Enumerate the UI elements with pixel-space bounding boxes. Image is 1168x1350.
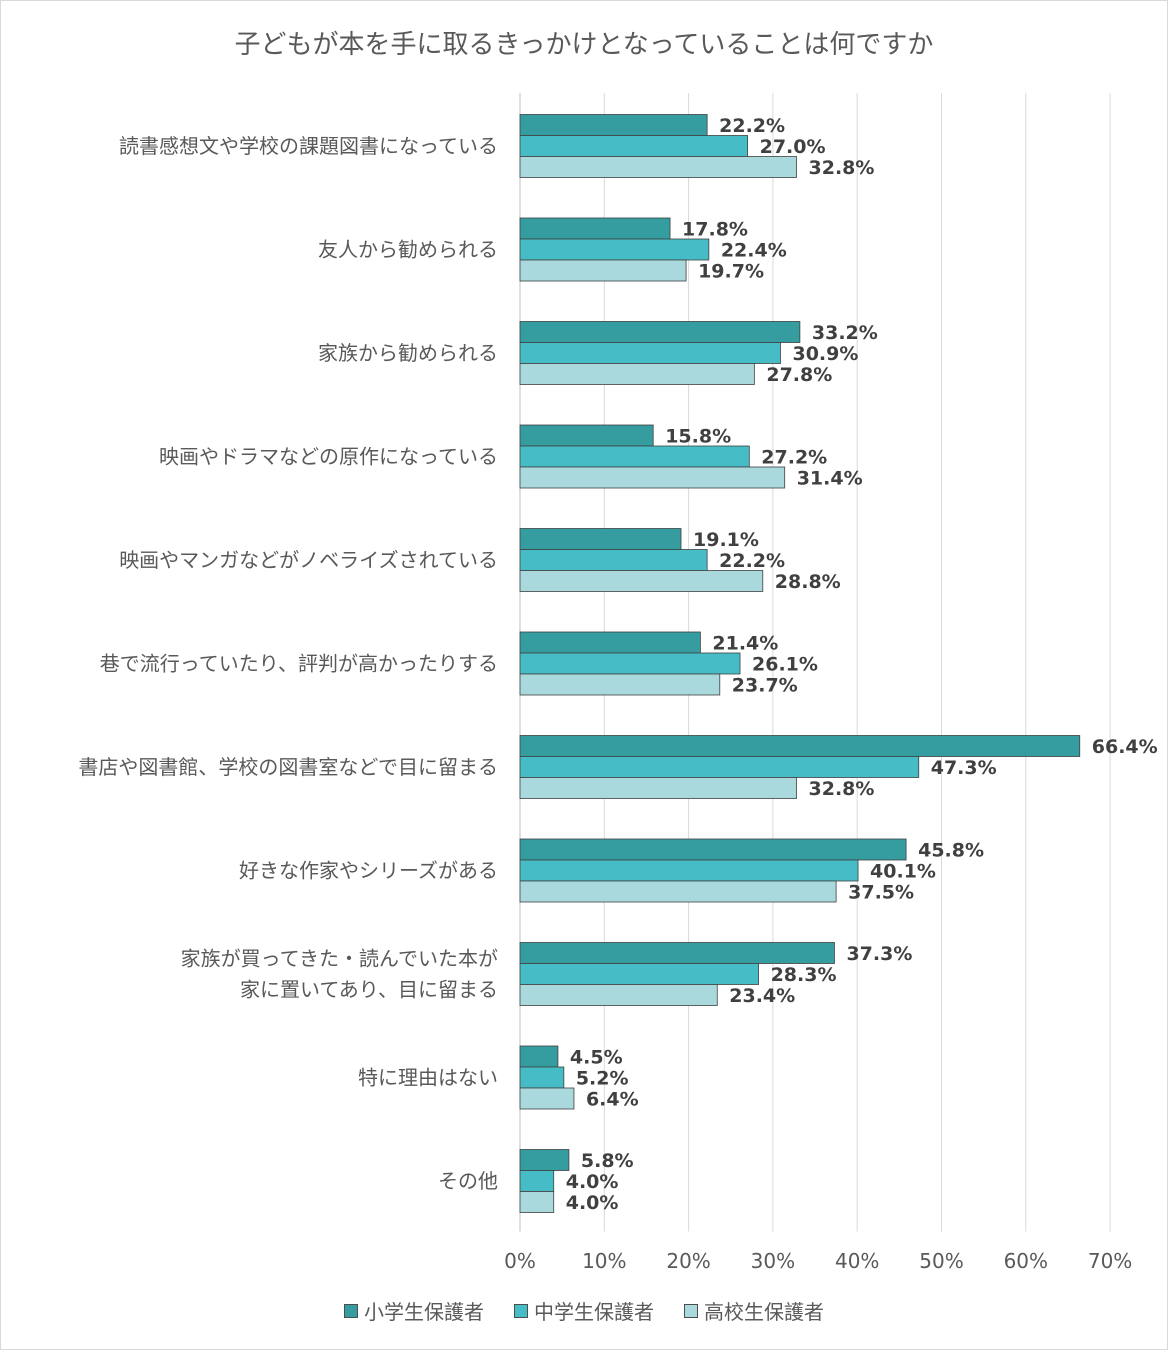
data-label: 23.7% [732,675,798,697]
legend-item: 高校生保護者 [684,1296,824,1325]
bar [519,1066,565,1089]
bar [519,756,920,778]
data-label: 27.8% [766,364,832,386]
legend-item: 中学生保護者 [514,1296,654,1325]
data-label: 4.5% [570,1047,623,1069]
data-label: 26.1% [752,654,818,676]
data-label: 37.5% [848,882,914,904]
chart-title: 子どもが本を手に取るきっかけとなっていることは何ですか [234,30,934,60]
x-tick-label: 70% [1088,1249,1132,1273]
data-label: 33.2% [812,322,878,344]
legend-label: 小学生保護者 [364,1300,484,1324]
bar [519,135,749,157]
bar [519,652,741,675]
data-label: 19.7% [698,261,764,283]
category-label: 好きな作家やシリーズがある [239,859,498,883]
bar [519,838,907,861]
category-label: 家族から勧められる [318,341,498,365]
data-label: 40.1% [870,861,936,883]
data-label: 30.9% [792,343,858,365]
bar [519,1149,570,1171]
bar [519,777,797,799]
bar [519,984,718,1006]
bar [519,1170,555,1192]
x-tick-label: 40% [835,1249,879,1273]
x-tick-label: 60% [1004,1249,1048,1273]
legend-label: 高校生保護者 [704,1300,824,1324]
legend: 小学生保護者 中学生保護者 高校生保護者 [0,1296,1168,1325]
bar-chart: 0% 10% 20% 30% 40% 50% 60% 70% 読書感想文や学校の課題図書になって… [78,93,1158,1273]
bar [519,570,764,592]
category-label: 読書感想文や学校の課題図書になっている [119,134,498,158]
data-label: 31.4% [797,468,863,490]
data-label: 28.8% [775,571,841,593]
bar [519,217,671,240]
data-label: 4.0% [566,1192,619,1214]
bar [519,528,682,550]
bar [519,631,701,654]
bar [519,445,750,468]
bar [519,259,687,282]
legend-item: 小学生保護者 [344,1296,484,1325]
bar [519,363,755,385]
bar [519,342,781,364]
bar [519,1045,559,1068]
data-label: 28.3% [771,964,837,986]
bar [519,1191,555,1213]
x-tick-label: 0% [504,1249,536,1273]
bar [519,424,654,447]
bar [519,549,708,571]
legend-swatch [684,1303,698,1318]
category-label: 書店や図書館、学校の図書室などで目に留まる [78,755,498,779]
bar [519,963,759,985]
data-label: 6.4% [586,1089,639,1111]
category-label: 特に理由はない [358,1066,498,1090]
bar [519,156,797,178]
data-label: 32.8% [809,157,875,179]
bar [519,735,1081,757]
category-label: その他 [438,1169,498,1193]
data-label: 22.2% [719,115,785,137]
legend-swatch [344,1303,358,1318]
bar [519,859,859,882]
x-tick-label: 30% [751,1249,795,1273]
data-label: 5.8% [581,1150,634,1172]
bar [519,1087,575,1110]
legend-swatch [514,1303,528,1318]
bar [519,673,721,696]
data-label: 32.8% [809,778,875,800]
data-label: 23.4% [729,985,795,1007]
category-label: 家に置いてあり、目に留まる [240,978,498,1002]
category-label: 映画やドラマなどの原作になっている [159,445,498,469]
data-label: 45.8% [918,840,984,862]
bar [519,114,708,136]
data-label: 27.0% [760,136,826,158]
data-label: 27.2% [761,447,827,469]
category-label: 友人から勧められる [318,238,498,262]
x-tick-label: 20% [666,1249,710,1273]
data-label: 22.2% [719,550,785,572]
bar [519,238,710,261]
legend-label: 中学生保護者 [534,1300,654,1324]
data-label: 66.4% [1092,736,1158,758]
data-label: 4.0% [566,1171,619,1193]
x-tick-label: 10% [582,1249,626,1273]
bar [519,321,801,343]
category-label: 家族が買ってきた・読んでいた本が [181,947,498,971]
data-label: 37.3% [846,943,912,965]
category-label: 映画やマンガなどがノベライズされている [119,548,498,572]
data-label: 19.1% [693,529,759,551]
category-label: 巷で流行っていたり、評判が高かったりする [100,652,498,676]
bar [519,942,835,964]
data-label: 15.8% [665,426,731,448]
data-label: 22.4% [721,240,787,262]
data-label: 21.4% [712,633,778,655]
data-label: 47.3% [931,757,997,779]
bar [519,880,837,903]
data-label: 5.2% [576,1068,629,1090]
data-label: 17.8% [682,219,748,241]
bar [519,466,786,489]
x-tick-label: 50% [919,1249,963,1273]
